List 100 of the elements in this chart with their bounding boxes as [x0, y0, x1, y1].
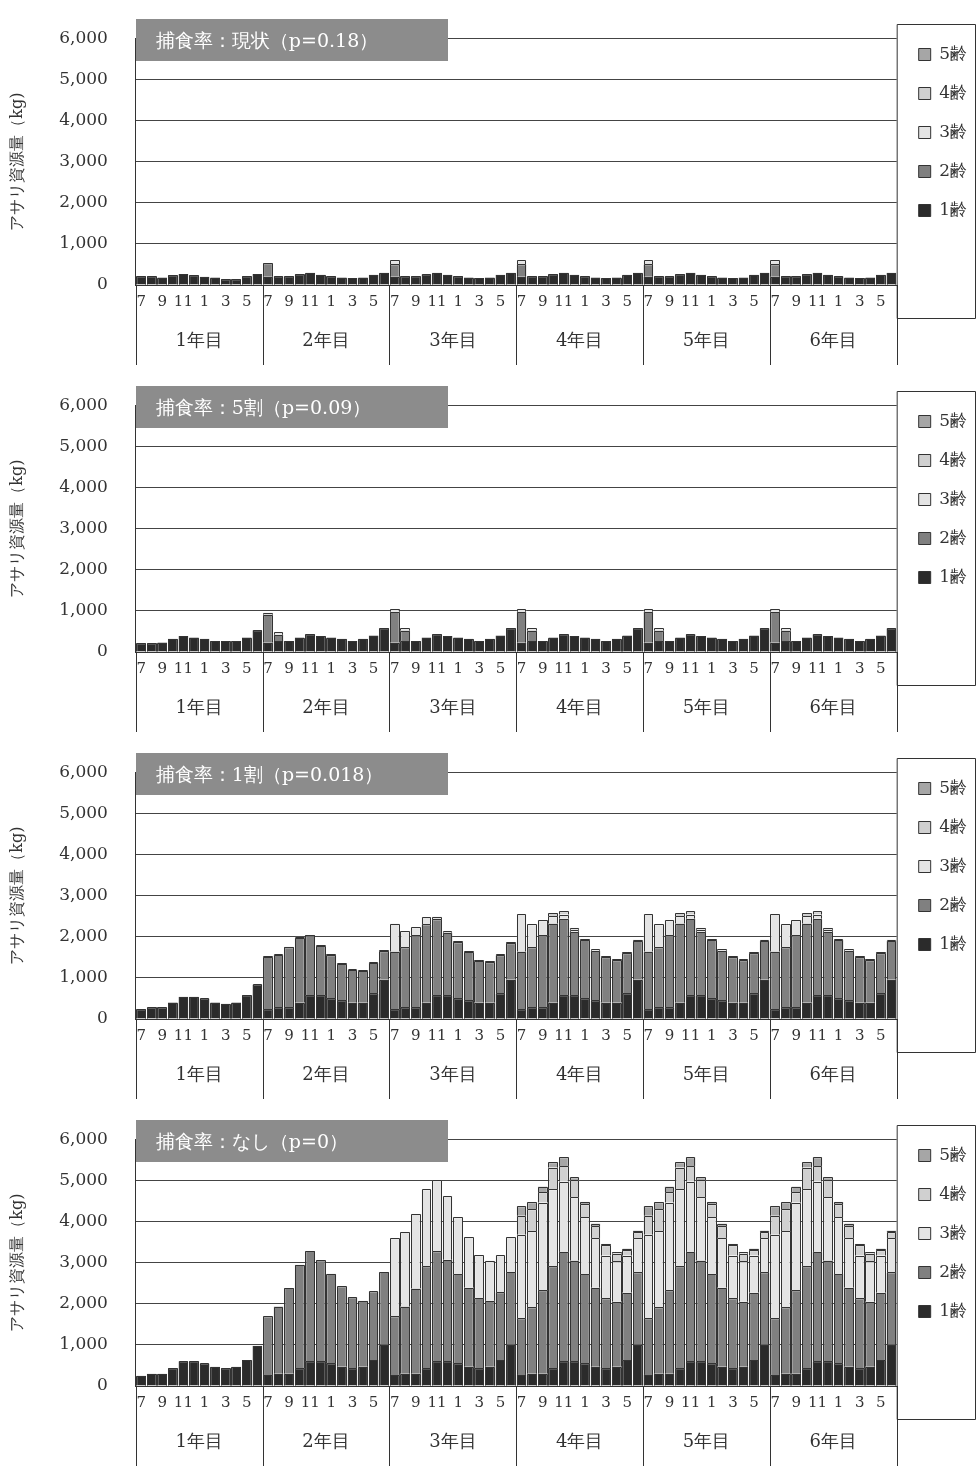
legend-label: 3齢: [939, 120, 968, 141]
x-tick-label: 7: [389, 658, 400, 677]
x-tick-label: 7: [643, 658, 654, 677]
x-tick-label: 9: [791, 1025, 802, 1044]
x-tick-label: 3: [728, 658, 738, 677]
x-tick-label: 3: [474, 658, 485, 677]
x-tick-label: 3: [347, 1025, 358, 1044]
x-tick-label: 9: [664, 658, 675, 677]
x-tick-label: 5: [368, 1025, 379, 1044]
x-tick-label: 9: [411, 291, 421, 310]
x-tick-label: 11: [427, 1392, 447, 1411]
legend-label: 3齢: [939, 487, 968, 508]
y-tick-label: 6,000: [59, 1127, 108, 1148]
y-tick-label: 6,000: [59, 760, 108, 781]
x-tick-label: 1: [453, 291, 463, 310]
y-tick-label: 2,000: [59, 558, 108, 579]
x-tick-label: 7: [643, 1392, 654, 1411]
x-tick-label: 3: [601, 1025, 611, 1044]
x-tick-label: 9: [537, 1025, 548, 1044]
x-tick-label: 7: [136, 658, 146, 677]
y-axis-title: アサリ資源量（kg): [6, 459, 26, 598]
y-tick-label: 5,000: [59, 434, 108, 455]
y-tick-label: 0: [97, 1374, 108, 1395]
y-tick-label: 0: [97, 640, 108, 661]
heading-plate: 捕食率：なし（p=0）: [135, 1120, 448, 1163]
x-tick-label: 9: [791, 658, 802, 677]
x-tick-label: 11: [300, 1392, 320, 1411]
text: 6年目: [809, 695, 858, 717]
legend-label: 4齢: [939, 448, 968, 469]
x-tick-label: 7: [136, 1025, 146, 1044]
legend-label: 1齢: [939, 932, 968, 953]
text: 5年目: [682, 328, 731, 350]
x-tick-label: 9: [791, 1392, 802, 1411]
x-tick-label: 7: [516, 291, 527, 310]
x-tick-label: 7: [389, 1392, 400, 1411]
x-tick-label: 9: [284, 1392, 294, 1411]
x-tick-label: 1: [706, 1392, 717, 1411]
x-tick-label: 5: [876, 1392, 886, 1411]
x-tick-label: 11: [554, 291, 574, 310]
x-tick-label: 11: [807, 658, 827, 677]
x-tick-label: 1: [706, 291, 717, 310]
y-tick-label: 4,000: [59, 1209, 108, 1230]
text: 2年目: [302, 695, 350, 717]
x-tick-label: 9: [537, 658, 548, 677]
x-tick-label: 11: [554, 1025, 574, 1044]
text: 3年目: [429, 1429, 477, 1451]
x-tick-label: 1: [833, 1392, 844, 1411]
y-tick-label: 1,000: [59, 232, 108, 253]
x-tick-label: 11: [427, 291, 447, 310]
x-tick-label: 5: [368, 1392, 379, 1411]
x-tick-label: 3: [347, 658, 358, 677]
y-tick-label: 2,000: [59, 191, 108, 212]
x-tick-label: 5: [622, 1025, 632, 1044]
x-tick-label: 11: [300, 1025, 320, 1044]
x-tick-label: 9: [664, 1025, 675, 1044]
x-tick-label: 7: [770, 658, 780, 677]
text: 1年目: [175, 1062, 223, 1084]
legend-label: 5齢: [939, 409, 968, 430]
text: 2年目: [302, 1429, 350, 1451]
x-tick-label: 9: [411, 658, 421, 677]
text: 5年目: [682, 695, 731, 717]
text: 1年目: [175, 328, 223, 350]
y-tick-label: 0: [97, 1007, 108, 1028]
text: 4年目: [555, 1062, 604, 1084]
x-tick-label: 11: [807, 291, 827, 310]
x-tick-label: 3: [601, 658, 611, 677]
x-tick-label: 1: [833, 1025, 844, 1044]
y-axis-title: アサリ資源量（kg): [6, 826, 26, 965]
x-tick-label: 1: [199, 658, 210, 677]
x-tick-label: 7: [516, 1392, 527, 1411]
x-tick-label: 3: [474, 291, 485, 310]
x-tick-label: 5: [622, 658, 632, 677]
x-tick-label: 11: [427, 658, 447, 677]
legend-label: 2齢: [939, 1260, 968, 1281]
text: 5年目: [682, 1429, 731, 1451]
x-tick-label: 9: [537, 1392, 548, 1411]
x-tick-label: 3: [347, 1392, 358, 1411]
text: 5年目: [682, 1062, 731, 1084]
x-tick-label: 9: [411, 1025, 421, 1044]
legend-label: 5齢: [939, 42, 968, 63]
x-tick-label: 11: [554, 658, 574, 677]
x-tick-label: 3: [220, 658, 231, 677]
y-tick-label: 5,000: [59, 67, 108, 88]
text: 4年目: [555, 1429, 604, 1451]
x-tick-label: 7: [643, 291, 654, 310]
x-tick-label: 11: [173, 1392, 193, 1411]
x-tick-label: 11: [681, 1392, 701, 1411]
x-tick-label: 5: [749, 1025, 759, 1044]
x-tick-label: 3: [220, 1392, 231, 1411]
x-tick-label: 3: [854, 1025, 865, 1044]
x-tick-label: 7: [770, 1025, 780, 1044]
text: 6年目: [809, 328, 858, 350]
x-tick-label: 3: [854, 1392, 865, 1411]
x-tick-label: 7: [516, 658, 527, 677]
x-tick-label: 7: [136, 291, 146, 310]
x-tick-label: 1: [580, 1392, 590, 1411]
x-tick-label: 3: [601, 291, 611, 310]
text: 4年目: [555, 328, 604, 350]
x-tick-label: 5: [242, 1392, 252, 1411]
x-tick-label: 9: [664, 291, 675, 310]
